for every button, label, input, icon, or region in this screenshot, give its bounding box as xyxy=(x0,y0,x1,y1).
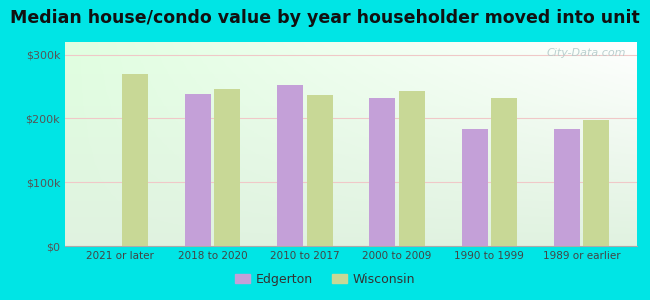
Bar xyxy=(399,91,425,246)
Text: Median house/condo value by year householder moved into unit: Median house/condo value by year househo… xyxy=(10,9,640,27)
Bar xyxy=(584,120,609,246)
Bar xyxy=(214,88,240,246)
Bar xyxy=(491,98,517,246)
Text: City-Data.com: City-Data.com xyxy=(546,48,625,58)
Bar xyxy=(307,95,333,246)
Bar xyxy=(554,129,580,246)
Bar xyxy=(462,129,488,246)
Bar xyxy=(277,85,303,246)
Bar xyxy=(369,98,395,246)
Bar xyxy=(122,74,148,246)
Bar xyxy=(185,94,211,246)
Legend: Edgerton, Wisconsin: Edgerton, Wisconsin xyxy=(229,268,421,291)
